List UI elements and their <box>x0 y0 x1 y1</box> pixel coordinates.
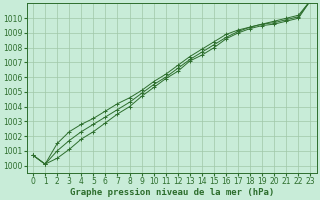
X-axis label: Graphe pression niveau de la mer (hPa): Graphe pression niveau de la mer (hPa) <box>70 188 274 197</box>
